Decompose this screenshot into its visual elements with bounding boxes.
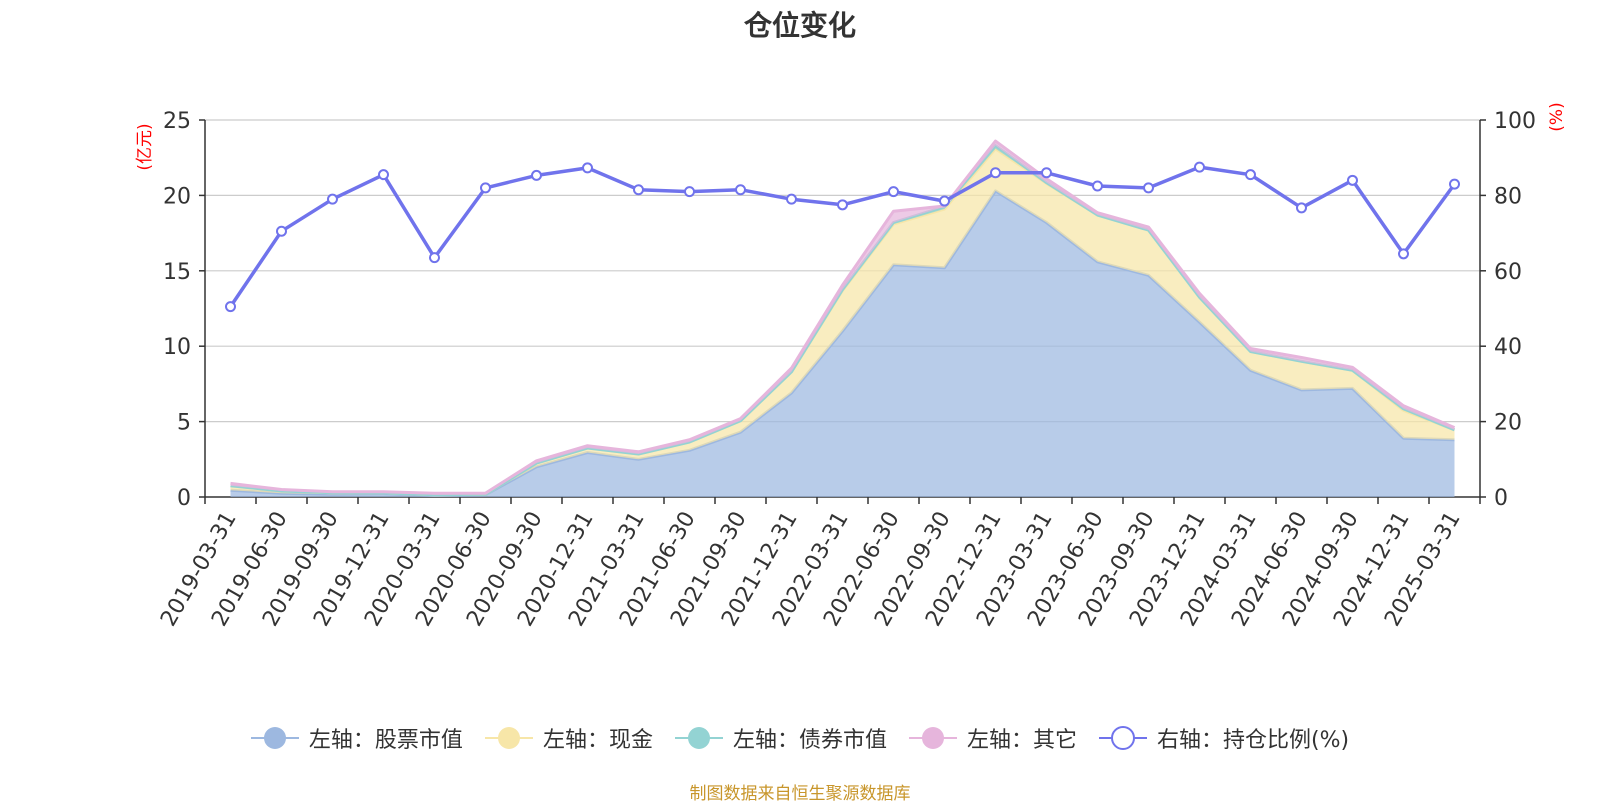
- legend-item[interactable]: 右轴：持仓比例(%): [1098, 722, 1350, 754]
- ratio-point: [429, 252, 440, 264]
- ratio-point: [1398, 248, 1409, 260]
- ratio-point: [225, 301, 236, 313]
- area-fill: [230, 148, 1455, 496]
- legend-label: 右轴：持仓比例(%): [1156, 728, 1350, 753]
- ratio-point: [735, 184, 746, 196]
- right-axis-tick-label: 100: [1494, 109, 1536, 134]
- right-axis-unit: (%): [1547, 102, 1567, 131]
- source-note: 制图数据来自恒生聚源数据库: [689, 784, 911, 804]
- left-axis-tick-label: 10: [163, 335, 191, 360]
- legend-marker-icon: [1098, 726, 1147, 750]
- ratio-point: [1296, 202, 1307, 214]
- ratio-point: [939, 195, 950, 207]
- left-axis-tick-label: 0: [177, 486, 191, 511]
- ratio-point: [327, 193, 338, 205]
- ratio-point: [276, 225, 287, 237]
- chart-canvas: 0510152025020406080100(亿元)(%)2019-03-312…: [135, 102, 1567, 630]
- ratio-point: [582, 162, 593, 174]
- ratio-point: [1041, 167, 1052, 179]
- right-axis-tick-label: 20: [1494, 411, 1522, 436]
- ratio-point: [480, 182, 491, 194]
- legend-marker-icon: [908, 727, 957, 749]
- chart-title: 仓位变化: [743, 9, 856, 42]
- legend-label: 左轴：现金: [542, 728, 653, 753]
- legend-marker-dot: [687, 727, 710, 749]
- ratio-point: [531, 169, 542, 181]
- ratio-point: [1449, 178, 1460, 190]
- ratio-point: [837, 199, 848, 211]
- legend-item[interactable]: 左轴：现金: [484, 722, 653, 754]
- right-axis-tick-label: 0: [1494, 486, 1508, 511]
- legend: 左轴：股票市值 左轴：现金 左轴：债券市值 左轴：其它 右轴：持仓比例(%): [0, 722, 1600, 754]
- ratio-point: [378, 169, 389, 181]
- ratio-point: [1194, 161, 1205, 173]
- legend-item[interactable]: 左轴：其它: [908, 722, 1077, 754]
- legend-label: 左轴：其它: [966, 728, 1077, 753]
- legend-marker-dot: [263, 727, 286, 749]
- left-axis-tick-label: 20: [163, 184, 191, 209]
- legend-marker-dot: [1110, 726, 1135, 750]
- ratio-point: [1347, 174, 1358, 186]
- ratio-point: [786, 193, 797, 205]
- legend-marker-icon: [484, 727, 533, 749]
- area-fill: [230, 190, 1455, 497]
- left-axis-tick-label: 15: [163, 260, 191, 285]
- legend-item[interactable]: 左轴：债券市值: [674, 722, 887, 754]
- legend-label: 左轴：债券市值: [732, 728, 887, 753]
- ratio-point: [888, 186, 899, 198]
- ratio-point: [1245, 169, 1256, 181]
- ratio-point: [684, 186, 695, 198]
- legend-marker-dot: [921, 727, 944, 749]
- ratio-point: [633, 184, 644, 196]
- legend-item[interactable]: 左轴：股票市值: [250, 722, 463, 754]
- right-axis-tick-label: 80: [1494, 184, 1522, 209]
- ratio-point: [1092, 180, 1103, 192]
- right-axis-tick-label: 40: [1494, 335, 1522, 360]
- area-line: [230, 139, 1456, 495]
- legend-marker-icon: [250, 727, 299, 749]
- left-axis-unit: (亿元): [135, 123, 155, 170]
- left-axis-tick-label: 5: [177, 411, 191, 436]
- right-axis-tick-label: 60: [1494, 260, 1522, 285]
- left-axis-tick-label: 25: [163, 109, 191, 134]
- legend-marker-dot: [497, 727, 520, 749]
- legend-label: 左轴：股票市值: [308, 728, 463, 753]
- ratio-point: [990, 167, 1001, 179]
- legend-marker-icon: [674, 727, 723, 749]
- ratio-point: [1143, 182, 1154, 194]
